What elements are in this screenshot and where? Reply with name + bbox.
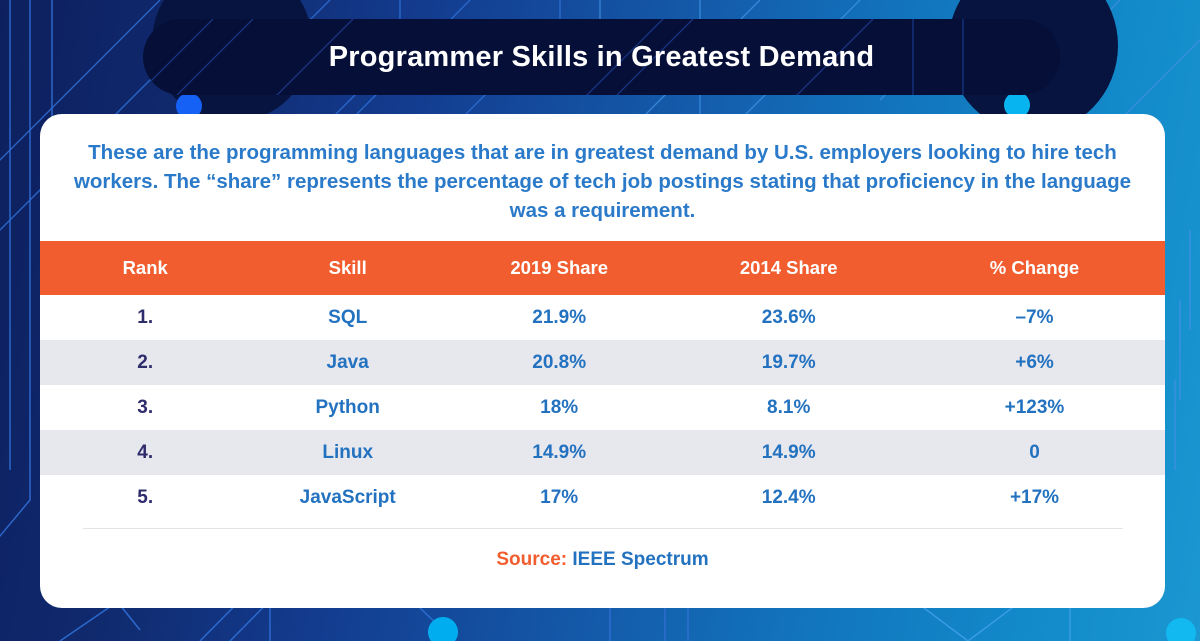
content-card: These are the programming languages that…: [40, 114, 1165, 608]
column-header-rank: Rank: [40, 241, 251, 296]
column-header-share-2014: 2014 Share: [673, 241, 904, 296]
cell-share-2019: 18%: [540, 396, 579, 418]
table-row: 4. Linux 14.9% 14.9% 0: [40, 430, 1165, 476]
table-row: 3. Python 18% 8.1% +123%: [40, 385, 1165, 430]
cell-pct-change: +123%: [1004, 396, 1065, 418]
intro-description: These are the programming languages that…: [73, 141, 1132, 223]
cell-share-2019: 17%: [540, 486, 579, 508]
title-banner: Programmer Skills in Greatest Demand: [143, 19, 1060, 95]
cell-pct-change: –7%: [1015, 306, 1054, 328]
cell-share-2014: 19.7%: [673, 340, 904, 386]
cell-rank: 5.: [137, 486, 154, 508]
cell-share-2014: 23.6%: [761, 306, 816, 328]
table-header: Rank Skill 2019 Share 2014 Share % Chang…: [40, 241, 1165, 296]
source-section: Source: IEEE Spectrum: [40, 520, 1165, 608]
cell-skill: Python: [315, 396, 380, 418]
column-header-share-2019: 2019 Share: [445, 241, 674, 296]
table-body: 1. SQL 21.9% 23.6% –7% 2. Java 20.8% 19.…: [40, 295, 1165, 520]
cell-share-2019: 21.9%: [532, 306, 587, 328]
cell-skill: SQL: [328, 306, 368, 328]
table-row: 5. JavaScript 17% 12.4% +17%: [40, 475, 1165, 520]
accent-dot-bottom-left: [428, 617, 458, 641]
cell-pct-change: +17%: [1009, 486, 1060, 508]
column-header-skill: Skill: [250, 241, 445, 296]
source-label: Source:: [496, 549, 568, 571]
cell-share-2014: 14.9%: [673, 430, 904, 476]
table-row: 1. SQL 21.9% 23.6% –7%: [40, 295, 1165, 340]
cell-rank: 1.: [137, 306, 154, 328]
cell-share-2019: 20.8%: [445, 340, 674, 386]
source-credit: Source: IEEE Spectrum: [496, 549, 708, 571]
cell-skill: JavaScript: [299, 486, 396, 508]
cell-pct-change: 0: [904, 430, 1165, 476]
column-header-pct-change: % Change: [904, 241, 1165, 296]
table-header-row: Rank Skill 2019 Share 2014 Share % Chang…: [40, 241, 1165, 296]
accent-dot-right: [1004, 92, 1030, 118]
cell-rank: 3.: [137, 396, 154, 418]
cell-skill: Linux: [250, 430, 445, 476]
cell-share-2014: 8.1%: [767, 396, 811, 418]
cell-share-2014: 12.4%: [761, 486, 816, 508]
cell-share-2019: 14.9%: [445, 430, 674, 476]
table-row: 2. Java 20.8% 19.7% +6%: [40, 340, 1165, 386]
title-circuit-icon: [143, 19, 1060, 95]
skills-table: Rank Skill 2019 Share 2014 Share % Chang…: [40, 241, 1165, 520]
accent-dot-bottom-right: [1166, 618, 1196, 641]
source-divider: [82, 528, 1123, 530]
page-title: Programmer Skills in Greatest Demand: [328, 40, 875, 73]
cell-skill: Java: [250, 340, 445, 386]
source-value: IEEE Spectrum: [572, 549, 709, 571]
cell-rank: 2.: [40, 340, 251, 386]
cell-rank: 4.: [40, 430, 251, 476]
cell-pct-change: +6%: [904, 340, 1165, 386]
